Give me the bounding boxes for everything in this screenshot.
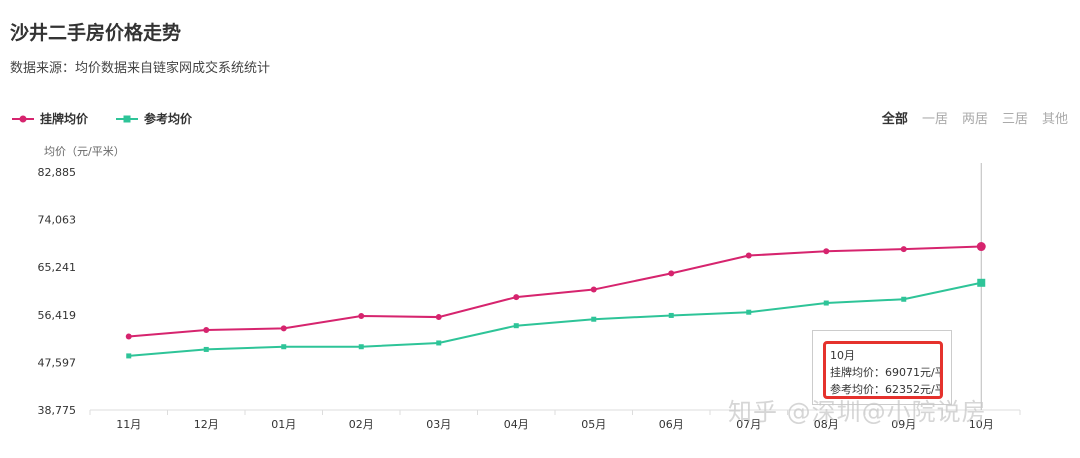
series-1-point[interactable] [901,296,907,302]
filter-other[interactable]: 其他 [1041,112,1068,127]
x-tick-label: 08月 [814,418,839,431]
chart-legend: 挂牌均价 参考均价 [12,110,192,127]
series-0-point[interactable] [976,242,986,252]
y-tick-label: 47,597 [38,356,77,369]
y-tick-label: 56,419 [38,309,77,322]
series-1-point[interactable] [668,312,674,318]
x-tick-label: 05月 [581,418,606,431]
x-tick-label: 09月 [891,418,916,431]
legend-square-marker-icon [116,115,139,122]
filter-two-rooms[interactable]: 两居 [961,112,988,127]
x-tick-label: 12月 [194,418,219,431]
tooltip-reference-price: 参考均价：62352元/平 [830,383,943,396]
x-tick-label: 03月 [426,418,451,431]
x-tick-label: 11月 [116,418,141,431]
legend-label-listing: 挂牌均价 [40,112,89,126]
y-tick-label: 38,775 [38,404,77,417]
series-1-point[interactable] [977,278,986,287]
watermark: 知乎 @深圳@小院说房 [728,398,987,426]
y-axis-label: 均价（元/平米） [44,145,125,158]
y-tick-label: 82,885 [38,166,77,179]
x-tick-label: 10月 [969,418,994,431]
series-0-point[interactable] [823,248,830,255]
x-tick-label: 06月 [659,418,684,431]
series-line-1 [128,281,982,357]
series-0-point[interactable] [513,294,520,301]
x-tick-label: 02月 [349,418,374,431]
filter-all[interactable]: 全部 [881,112,908,127]
series-0-point[interactable] [590,286,597,293]
series-1-point[interactable] [281,344,287,350]
tooltip-month: 10月 [830,349,855,362]
series-0-point[interactable] [280,325,287,332]
series-1-point[interactable] [126,353,132,359]
series-1-point[interactable] [436,340,442,346]
room-type-filters: 全部 一居 两居 三居 其他 [882,108,1068,127]
series-1-point[interactable] [513,323,519,329]
x-tick-label: 04月 [504,418,529,431]
series-0-point[interactable] [435,314,442,321]
series-1-point[interactable] [591,316,597,322]
series-0-point[interactable] [358,312,365,319]
legend-label-reference: 参考均价 [144,112,193,126]
legend-circle-marker-icon [12,115,34,122]
filter-three-rooms[interactable]: 三居 [1001,112,1028,127]
series-1-point[interactable] [203,346,209,352]
tooltip-listing-price: 挂牌均价：69071元/平 [830,366,943,379]
series-0-point[interactable] [125,333,132,340]
series-1-point[interactable] [358,344,364,350]
series-1-point[interactable] [746,309,752,315]
series-0-point[interactable] [203,327,210,334]
filter-one-room[interactable]: 一居 [921,112,948,127]
x-tick-label: 07月 [736,418,761,431]
y-tick-label: 65,241 [38,261,77,274]
page-title: 沙井二手房价格走势 [10,22,182,44]
series-0-point[interactable] [668,270,675,277]
x-tick-label: 01月 [271,418,296,431]
series-1-point[interactable] [823,300,829,306]
tooltip-highlight: 10月 挂牌均价：69071元/平 参考均价：62352元/平 [823,341,943,399]
y-tick-label: 74,063 [38,214,77,227]
series-0-point[interactable] [745,252,752,259]
page-subtitle: 数据来源：均价数据来自链家网成交系统统计 [10,61,271,76]
series-0-point[interactable] [900,246,907,253]
legend-item-listing[interactable]: 挂牌均价 [12,110,88,127]
series-line-0 [128,245,982,338]
legend-item-reference[interactable]: 参考均价 [116,110,192,127]
data-tooltip: 10月 挂牌均价：69071元/平 参考均价：62352元/平 [812,330,952,405]
